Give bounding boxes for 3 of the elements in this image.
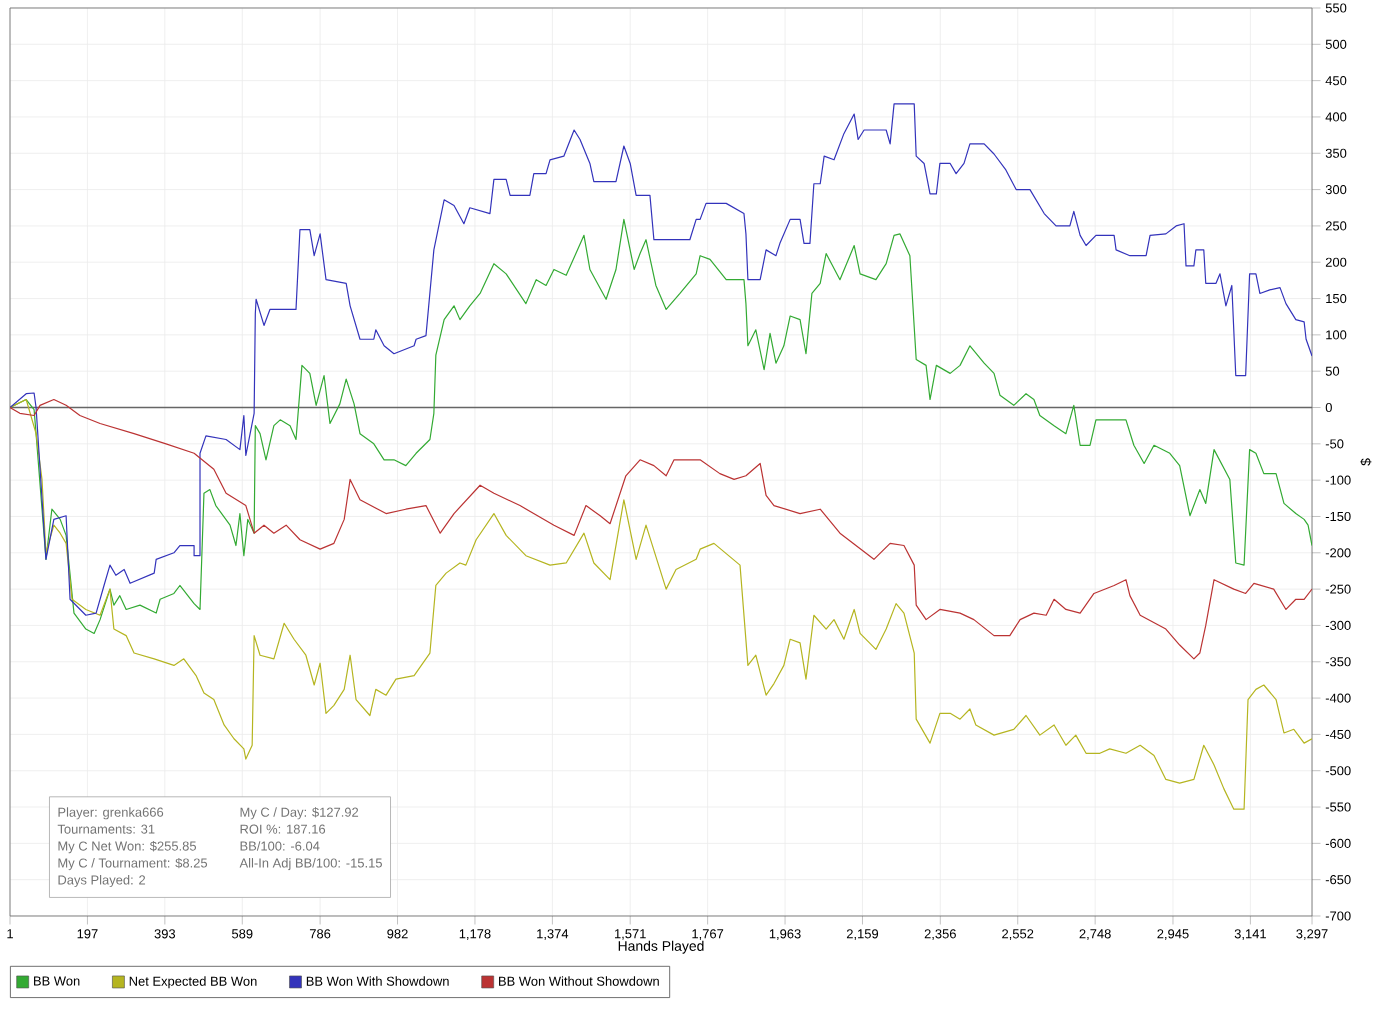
line-series bbox=[10, 398, 1313, 660]
line-series bbox=[10, 398, 1313, 810]
line-series bbox=[10, 103, 1313, 616]
